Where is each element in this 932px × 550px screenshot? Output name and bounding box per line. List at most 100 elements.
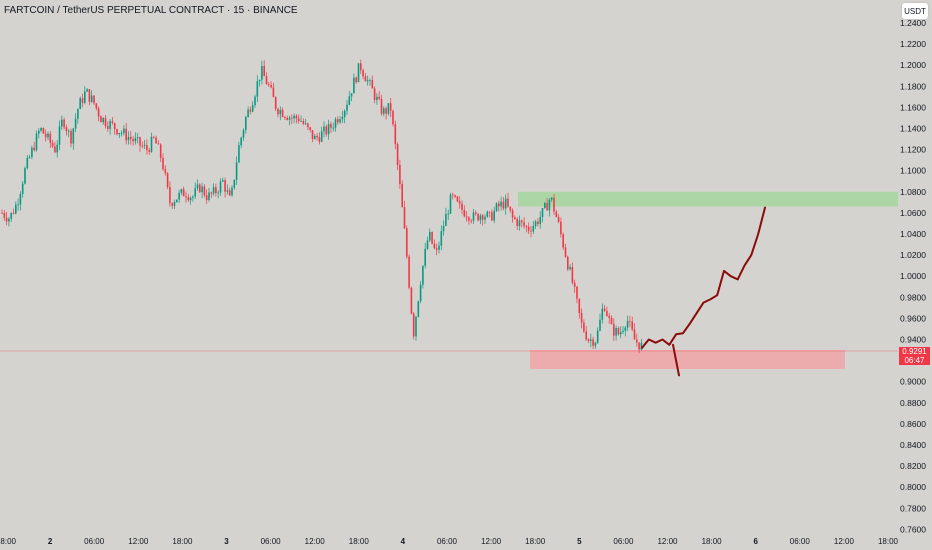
candle-body — [346, 104, 348, 111]
candle-body — [226, 190, 229, 192]
candle-body — [408, 256, 410, 288]
candle-body — [42, 127, 45, 134]
candle-body — [171, 203, 173, 206]
time-tick-label: 12:00 — [481, 537, 502, 546]
price-tick-label: 1.2400 — [900, 18, 926, 28]
candle-body — [606, 310, 608, 317]
candle-body — [491, 212, 493, 221]
candle-body — [438, 245, 440, 250]
time-tick-label: 18:00 — [349, 537, 370, 546]
candle-body — [254, 96, 256, 106]
candle-body — [159, 144, 162, 158]
candle-body — [194, 188, 196, 197]
candle-body — [219, 181, 222, 193]
candle-body — [539, 217, 541, 225]
candle-body — [187, 197, 190, 201]
time-axis[interactable]: 18:00 2 06:00 12:00 18:00 3 06:00 12:00 18:00 4 06… — [0, 537, 899, 546]
candle-body — [617, 328, 620, 335]
candle-body — [580, 313, 583, 323]
candle-body — [127, 136, 130, 141]
candle-body — [67, 130, 70, 132]
candle-body — [224, 180, 226, 192]
candle-body — [440, 231, 443, 246]
candle-body — [251, 105, 254, 112]
candle-body — [592, 339, 594, 346]
candle-body — [258, 79, 261, 82]
candle-body — [401, 184, 403, 208]
candle-body — [134, 138, 137, 142]
candle-body — [33, 147, 35, 151]
candle-body — [291, 117, 293, 119]
currency-unit-button[interactable]: USDT — [902, 3, 928, 19]
candle-body — [417, 301, 420, 317]
candle-body — [410, 287, 413, 314]
candle-body — [205, 195, 208, 200]
candle-body — [624, 327, 627, 331]
candle-body — [495, 203, 498, 211]
candle-body — [488, 211, 491, 213]
candle-body — [452, 194, 454, 196]
symbol-title[interactable]: FARTCOIN / TetherUS PERPETUAL CONTRACT ·… — [4, 5, 298, 16]
candle-body — [567, 256, 569, 270]
candle-body — [102, 117, 104, 123]
candle-body — [185, 196, 187, 198]
candle-body — [553, 197, 555, 212]
candle-body — [353, 77, 355, 94]
candle-body — [514, 217, 516, 219]
candle-body — [70, 130, 72, 144]
candle-body — [523, 222, 525, 227]
current-price-label: 0.9291 06:47 — [899, 347, 930, 365]
candle-body — [35, 133, 38, 151]
candle-body — [196, 184, 199, 189]
time-tick-label: 18:00 — [525, 537, 546, 546]
price-tick-label: 1.1400 — [900, 124, 926, 134]
candle-body — [212, 187, 215, 194]
time-tick-label: 06:00 — [437, 537, 458, 546]
candle-body — [458, 201, 461, 204]
candle-body — [509, 206, 512, 211]
candle-body — [93, 95, 95, 104]
candle-body — [504, 198, 507, 209]
candle-body — [557, 217, 560, 222]
candle-body — [498, 203, 500, 207]
candle-body — [86, 89, 88, 92]
candle-body — [164, 169, 167, 174]
candle-body — [58, 126, 61, 145]
candle-body — [323, 126, 325, 132]
candle-body — [228, 190, 231, 196]
candle-body — [537, 221, 539, 225]
candle-body — [603, 308, 606, 311]
candle-body — [619, 331, 622, 335]
candle-body — [125, 128, 127, 141]
candle-body — [245, 117, 247, 130]
candle-body — [468, 217, 470, 221]
candle-body — [3, 213, 6, 218]
candle-body — [419, 284, 422, 302]
candle-body — [493, 210, 495, 221]
candle-body — [15, 204, 17, 214]
candle-body — [507, 198, 509, 207]
price-tick-label: 1.2200 — [900, 39, 926, 49]
candle-body — [638, 342, 640, 350]
candle-body — [217, 192, 219, 194]
candle-body — [601, 308, 604, 320]
time-tick-label: 12:00 — [834, 537, 855, 546]
candle-body — [500, 201, 502, 207]
candle-body — [215, 187, 217, 194]
candle-body — [327, 124, 330, 135]
candle-body — [19, 194, 22, 205]
candle-body — [268, 84, 270, 86]
candle-body — [424, 248, 426, 266]
candle-body — [486, 211, 489, 217]
candle-body — [521, 220, 523, 223]
candle-body — [203, 186, 206, 196]
candle-body — [132, 139, 134, 142]
candle-body — [279, 109, 282, 115]
candle-body — [350, 93, 353, 97]
candle-body — [189, 197, 192, 201]
candle-body — [249, 109, 252, 112]
candle-body — [148, 150, 150, 152]
candle-body — [44, 133, 47, 138]
